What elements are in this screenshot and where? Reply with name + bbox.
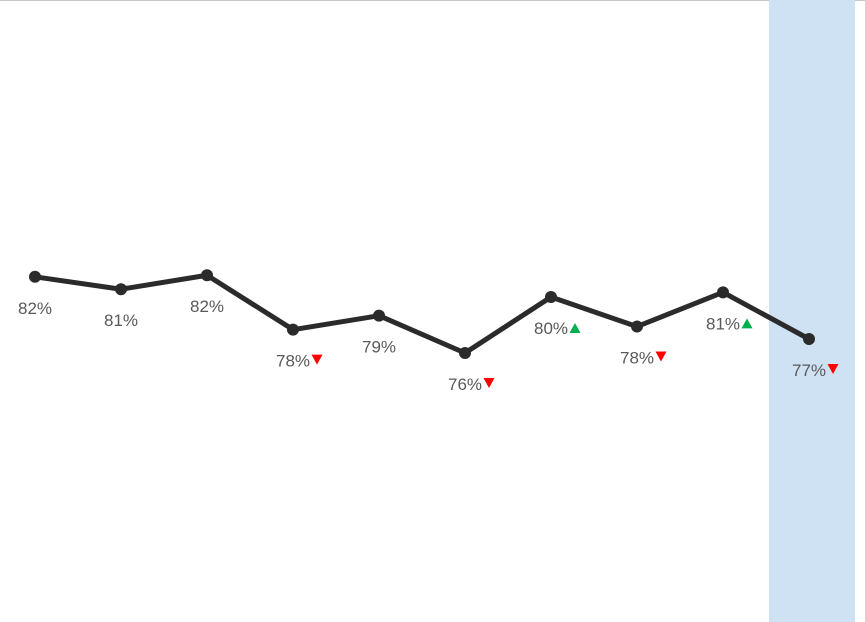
data-label: 79% xyxy=(362,338,396,357)
data-label: 77% xyxy=(792,361,826,380)
trend-down-icon xyxy=(483,377,495,388)
data-point xyxy=(201,269,213,282)
data-point xyxy=(29,270,41,283)
series-line-layer xyxy=(34,272,811,356)
data-point xyxy=(631,320,643,333)
data-label: 82% xyxy=(18,299,52,318)
data-point xyxy=(717,286,729,299)
data-label: 81% xyxy=(706,314,740,333)
data-label: 78% xyxy=(620,349,654,368)
trend-down-icon xyxy=(827,363,839,374)
trend-down-icon xyxy=(311,354,323,365)
data-label-layer: 82% 81% 82% 78% 79% 76% 80% 78% 81% 77% xyxy=(18,297,839,394)
data-label: 78% xyxy=(276,352,310,371)
data-point xyxy=(545,291,557,304)
trend-down-icon xyxy=(655,351,667,362)
trend-up-icon xyxy=(741,318,753,329)
data-label: 81% xyxy=(104,311,138,330)
data-point xyxy=(287,323,299,336)
data-label: 82% xyxy=(190,297,224,316)
data-point-layer xyxy=(29,269,815,359)
data-point xyxy=(373,309,385,322)
latest-period-highlight xyxy=(769,0,855,622)
data-point xyxy=(459,346,471,359)
data-label: 80% xyxy=(534,319,568,338)
data-label: 76% xyxy=(448,375,482,394)
series-line xyxy=(34,272,811,356)
trend-up-icon xyxy=(569,323,581,334)
data-point xyxy=(803,332,815,345)
data-point xyxy=(115,283,127,296)
